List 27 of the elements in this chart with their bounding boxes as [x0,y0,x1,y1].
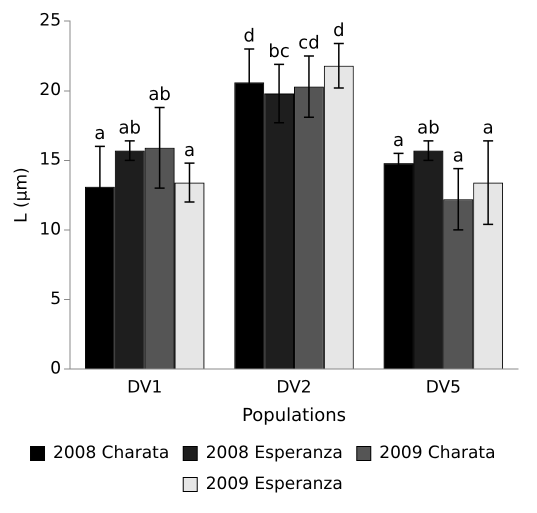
data-label: d [333,20,345,42]
data-label: a [482,118,494,139]
y-tick-label: 0 [50,358,62,378]
data-label: a [184,140,196,161]
data-label: d [244,26,255,47]
data-label: a [452,145,464,166]
x-tick-label: DV5 [426,378,461,398]
data-label: cd [298,32,320,54]
x-axis-title: Populations [242,404,346,426]
x-tick-label: DV1 [127,378,162,398]
y-axis-title: L (µm) [12,167,32,223]
y-tick-label: 15 [39,150,62,170]
data-label: a [94,123,106,144]
y-tick-label: 10 [39,219,62,240]
data-label: a [393,130,404,152]
y-tick-label: 5 [50,288,62,309]
y-tick-label: 20 [39,80,62,100]
legend-label: 2008 Charata [53,442,170,463]
data-label: ab [417,118,440,139]
legend-label: 2009 Esperanza [206,474,343,494]
legend-label: 2008 Esperanza [206,442,343,463]
legend-label: 2009 Charata [379,442,496,463]
y-tick-label: 25 [39,10,62,31]
x-tick-label: DV2 [276,378,312,398]
data-label: bc [268,41,290,62]
data-label: ab [118,118,141,139]
data-label: ab [148,84,171,106]
